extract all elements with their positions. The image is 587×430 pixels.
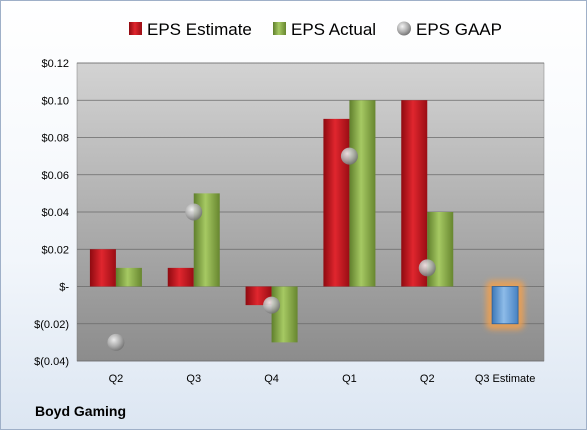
bar-eps-estimate: [89, 249, 116, 287]
grid-lines: [77, 62, 544, 362]
x-tick-label: Q1: [342, 373, 357, 385]
x-tick-label: Q2: [109, 373, 124, 385]
y-tick-label: $0.08: [41, 133, 69, 145]
company-name: Boyd Gaming: [35, 403, 126, 419]
y-tick-label: $(0.04): [34, 356, 69, 368]
marker-eps-gaap: [263, 296, 281, 314]
bar-eps-estimate: [323, 118, 350, 287]
y-tick-label: $0.02: [41, 244, 69, 256]
y-tick-label: $0.10: [41, 95, 69, 107]
x-axis-ticks: Q2 Q3 Q4 Q1 Q2 Q3 Estimate: [109, 373, 536, 385]
y-tick-label: $0.12: [41, 58, 69, 70]
gaap-markers: [107, 147, 436, 351]
x-tick-label: Q4: [264, 373, 279, 385]
legend-label-eps-actual: EPS Actual: [291, 20, 376, 39]
bar-eps-estimate: [167, 267, 194, 287]
y-tick-label: $0.04: [41, 207, 69, 219]
x-tick-label: Q3 Estimate: [475, 373, 536, 385]
marker-eps-gaap: [185, 203, 203, 221]
legend-marker-eps-gaap: [397, 21, 411, 36]
marker-eps-gaap: [418, 259, 436, 277]
marker-eps-gaap: [340, 147, 358, 165]
bar-eps-estimate: [401, 100, 428, 287]
x-tick-label: Q3: [186, 373, 201, 385]
y-axis-ticks: $0.12 $0.10 $0.08 $0.06 $0.04 $0.02 $- $(0.02) $…: [34, 58, 69, 368]
marker-eps-gaap: [107, 333, 125, 351]
bar-estimate-highlight: [491, 286, 519, 325]
bar-eps-actual: [349, 100, 376, 287]
y-tick-label: $(0.02): [34, 319, 69, 331]
y-tick-label: $0.06: [41, 170, 69, 182]
bar-eps-actual: [115, 267, 142, 287]
legend-label-eps-gaap: EPS GAAP: [416, 20, 502, 39]
legend-swatch-eps-estimate: [129, 22, 142, 35]
legend: EPS Estimate EPS Actual EPS GAAP: [129, 20, 502, 39]
x-tick-label: Q2: [420, 373, 435, 385]
legend-swatch-eps-actual: [273, 22, 286, 35]
bar-eps-actual: [271, 286, 298, 343]
legend-label-eps-estimate: EPS Estimate: [147, 20, 252, 39]
y-tick-label: $-: [59, 282, 69, 294]
